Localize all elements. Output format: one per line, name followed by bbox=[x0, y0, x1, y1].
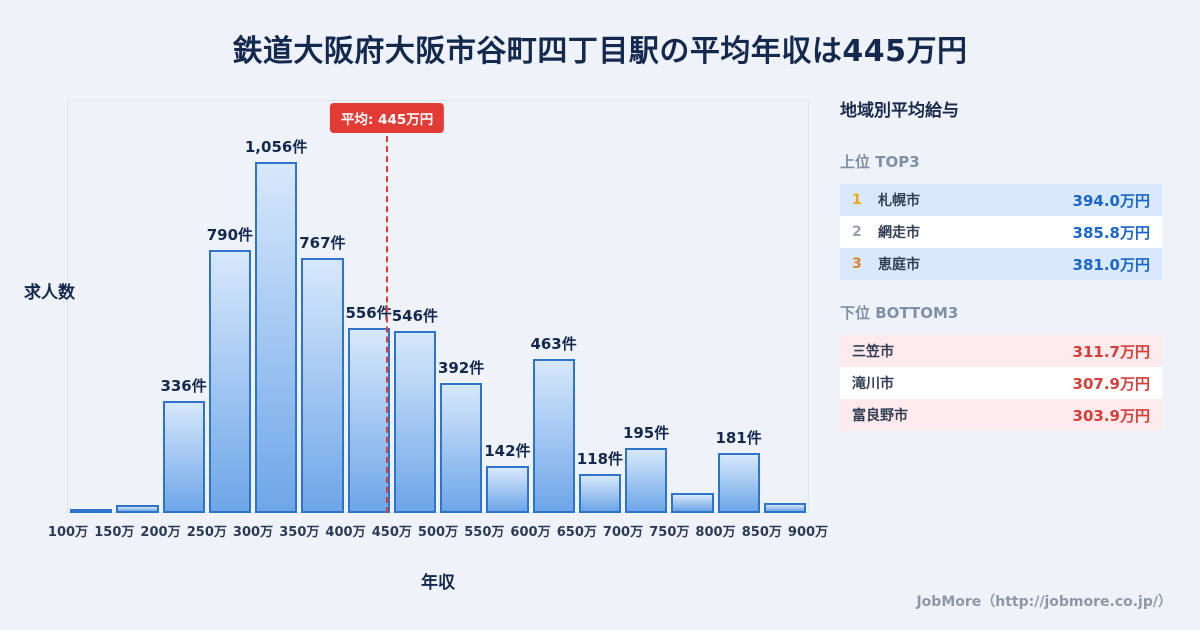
histogram-bar bbox=[486, 466, 529, 513]
salary-value: 385.8万円 bbox=[1072, 223, 1150, 242]
table-row: 3 恵庭市 381.0万円 bbox=[840, 248, 1162, 280]
city-name: 滝川市 bbox=[852, 376, 894, 392]
histogram-bar bbox=[116, 505, 159, 513]
bar-value-label: 195件 bbox=[622, 424, 670, 442]
x-ticks: 100万 150万 200万 250万 300万 350万 400万 450万 500万 550万… bbox=[48, 521, 828, 541]
bar-value-label: 392件 bbox=[437, 359, 485, 377]
x-tick-label: 650万 bbox=[556, 525, 597, 540]
bar-value-label: 463件 bbox=[530, 335, 577, 353]
x-axis-label: 年収 bbox=[421, 573, 455, 593]
bottom3-heading: 下位 BOTTOM3 bbox=[840, 304, 959, 322]
rank-badge: 2 bbox=[852, 224, 862, 240]
x-tick-label: 900万 bbox=[787, 525, 829, 540]
y-axis-label: 求人数 bbox=[24, 283, 75, 303]
histogram-bar bbox=[717, 453, 760, 513]
histogram-bar bbox=[578, 474, 622, 513]
x-tick-label: 200万 bbox=[140, 525, 181, 540]
salary-value: 311.7万円 bbox=[1072, 342, 1150, 361]
histogram-bar bbox=[70, 509, 113, 513]
table-row: 富良野市 303.9万円 bbox=[840, 399, 1162, 431]
top3-heading: 上位 TOP3 bbox=[840, 153, 920, 171]
bar-value-label: 546件 bbox=[391, 307, 439, 325]
histogram-bar bbox=[347, 328, 390, 513]
x-tick-label: 850万 bbox=[741, 525, 782, 540]
bar-value-label: 142件 bbox=[484, 442, 531, 460]
bar-value-label: 336件 bbox=[160, 377, 207, 395]
salary-value: 381.0万円 bbox=[1072, 255, 1150, 274]
bar-value-label: 1,056件 bbox=[244, 138, 308, 156]
city-name: 富良野市 bbox=[852, 408, 908, 424]
bar-value-label: 556件 bbox=[345, 304, 392, 322]
bar-value-label: 790件 bbox=[206, 226, 254, 244]
x-tick-label: 550万 bbox=[464, 525, 505, 540]
bar-value-label: 118件 bbox=[576, 450, 624, 468]
bottom3-table: 三笠市 311.7万円 滝川市 307.9万円 富良野市 303.9万円 bbox=[840, 335, 1162, 431]
histogram-bar bbox=[671, 493, 714, 513]
page-title: 鉄道大阪府大阪市谷町四丁目駅の平均年収は445万円 bbox=[232, 34, 968, 69]
x-tick-label: 750万 bbox=[649, 525, 690, 540]
top3-table: 1 札幌市 394.0万円 2 網走市 385.8万円 3 恵庭市 381.0万… bbox=[840, 184, 1162, 280]
table-row: 滝川市 307.9万円 bbox=[840, 367, 1162, 399]
histogram-bar bbox=[532, 359, 575, 513]
average-label: 平均: 445万円 bbox=[329, 103, 445, 133]
rank-badge: 3 bbox=[852, 256, 862, 272]
histogram-bar bbox=[440, 383, 483, 513]
x-tick-label: 450万 bbox=[371, 525, 412, 540]
x-tick-label: 100万 bbox=[47, 525, 89, 540]
plot-box bbox=[67, 100, 809, 513]
city-name: 札幌市 bbox=[878, 193, 920, 209]
average-line bbox=[386, 126, 389, 513]
salary-value: 303.9万円 bbox=[1072, 406, 1150, 425]
bar-value-label: 767件 bbox=[299, 234, 346, 252]
table-row: 三笠市 311.7万円 bbox=[840, 335, 1162, 367]
x-tick-label: 800万 bbox=[695, 525, 736, 540]
city-name: 恵庭市 bbox=[878, 257, 920, 273]
histogram-bar bbox=[301, 258, 344, 513]
sidebar-title: 地域別平均給与 bbox=[840, 101, 959, 121]
histogram-bar bbox=[255, 162, 298, 513]
x-tick-label: 350万 bbox=[279, 525, 320, 540]
region-sidebar: 地域別平均給与 上位 TOP3 1 札幌市 394.0万円 2 網走市 385.… bbox=[840, 96, 1162, 453]
bar-value-label: 181件 bbox=[715, 429, 762, 447]
footer-credit: JobMore（http://jobmore.co.jp/） bbox=[916, 594, 1172, 610]
histogram-bar bbox=[763, 503, 807, 513]
x-tick-label: 250万 bbox=[186, 525, 227, 540]
x-tick-label: 600万 bbox=[510, 525, 551, 540]
x-tick-label: 400万 bbox=[325, 525, 366, 540]
plot-area: 336件 790件 1,056件 767件 556件 546件 392件 142件 463件 11… bbox=[68, 138, 808, 513]
table-row: 2 網走市 385.8万円 bbox=[840, 216, 1162, 248]
x-tick-label: 150万 bbox=[94, 525, 135, 540]
x-tick-label: 300万 bbox=[232, 525, 274, 540]
salary-value: 394.0万円 bbox=[1072, 191, 1150, 210]
city-name: 三笠市 bbox=[852, 344, 894, 360]
table-row: 1 札幌市 394.0万円 bbox=[840, 184, 1162, 216]
x-tick-label: 500万 bbox=[417, 525, 459, 540]
histogram-bar bbox=[625, 448, 668, 513]
x-tick-label: 700万 bbox=[602, 525, 644, 540]
rank-badge: 1 bbox=[852, 192, 862, 208]
salary-value: 307.9万円 bbox=[1072, 374, 1150, 393]
histogram-bar bbox=[208, 250, 252, 513]
histogram-bar bbox=[393, 331, 437, 513]
histogram-bar bbox=[162, 401, 205, 513]
city-name: 網走市 bbox=[878, 225, 920, 241]
